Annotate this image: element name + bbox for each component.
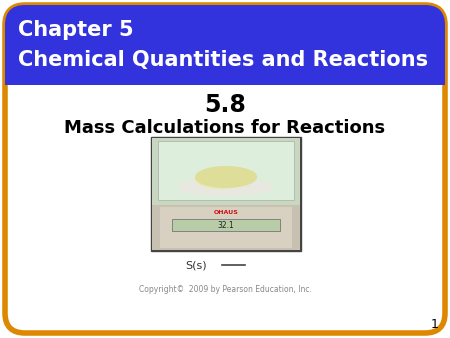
Ellipse shape [178, 178, 274, 196]
Bar [152, 138, 300, 250]
Ellipse shape [217, 168, 257, 182]
FancyBboxPatch shape [5, 5, 445, 333]
Ellipse shape [195, 166, 257, 188]
Bar [172, 219, 280, 231]
FancyBboxPatch shape [5, 5, 445, 85]
Bar [152, 205, 300, 250]
Text: 1: 1 [431, 318, 439, 332]
Ellipse shape [206, 169, 252, 186]
Text: 32.1: 32.1 [218, 220, 234, 230]
Ellipse shape [195, 169, 247, 189]
Text: Chemical Quantities and Reactions: Chemical Quantities and Reactions [18, 50, 428, 70]
Text: Mass Calculations for Reactions: Mass Calculations for Reactions [64, 119, 386, 137]
Text: Copyright©  2009 by Pearson Education, Inc.: Copyright© 2009 by Pearson Education, In… [139, 286, 311, 294]
Bar [160, 207, 292, 248]
Bar [152, 138, 300, 205]
Bar [151, 137, 301, 251]
Text: OHAUS: OHAUS [214, 211, 239, 216]
Text: S(s): S(s) [185, 260, 207, 270]
Text: Chapter 5: Chapter 5 [18, 20, 134, 40]
Text: 5.8: 5.8 [204, 93, 246, 117]
Bar [158, 141, 294, 200]
Bar [5, 63, 445, 85]
